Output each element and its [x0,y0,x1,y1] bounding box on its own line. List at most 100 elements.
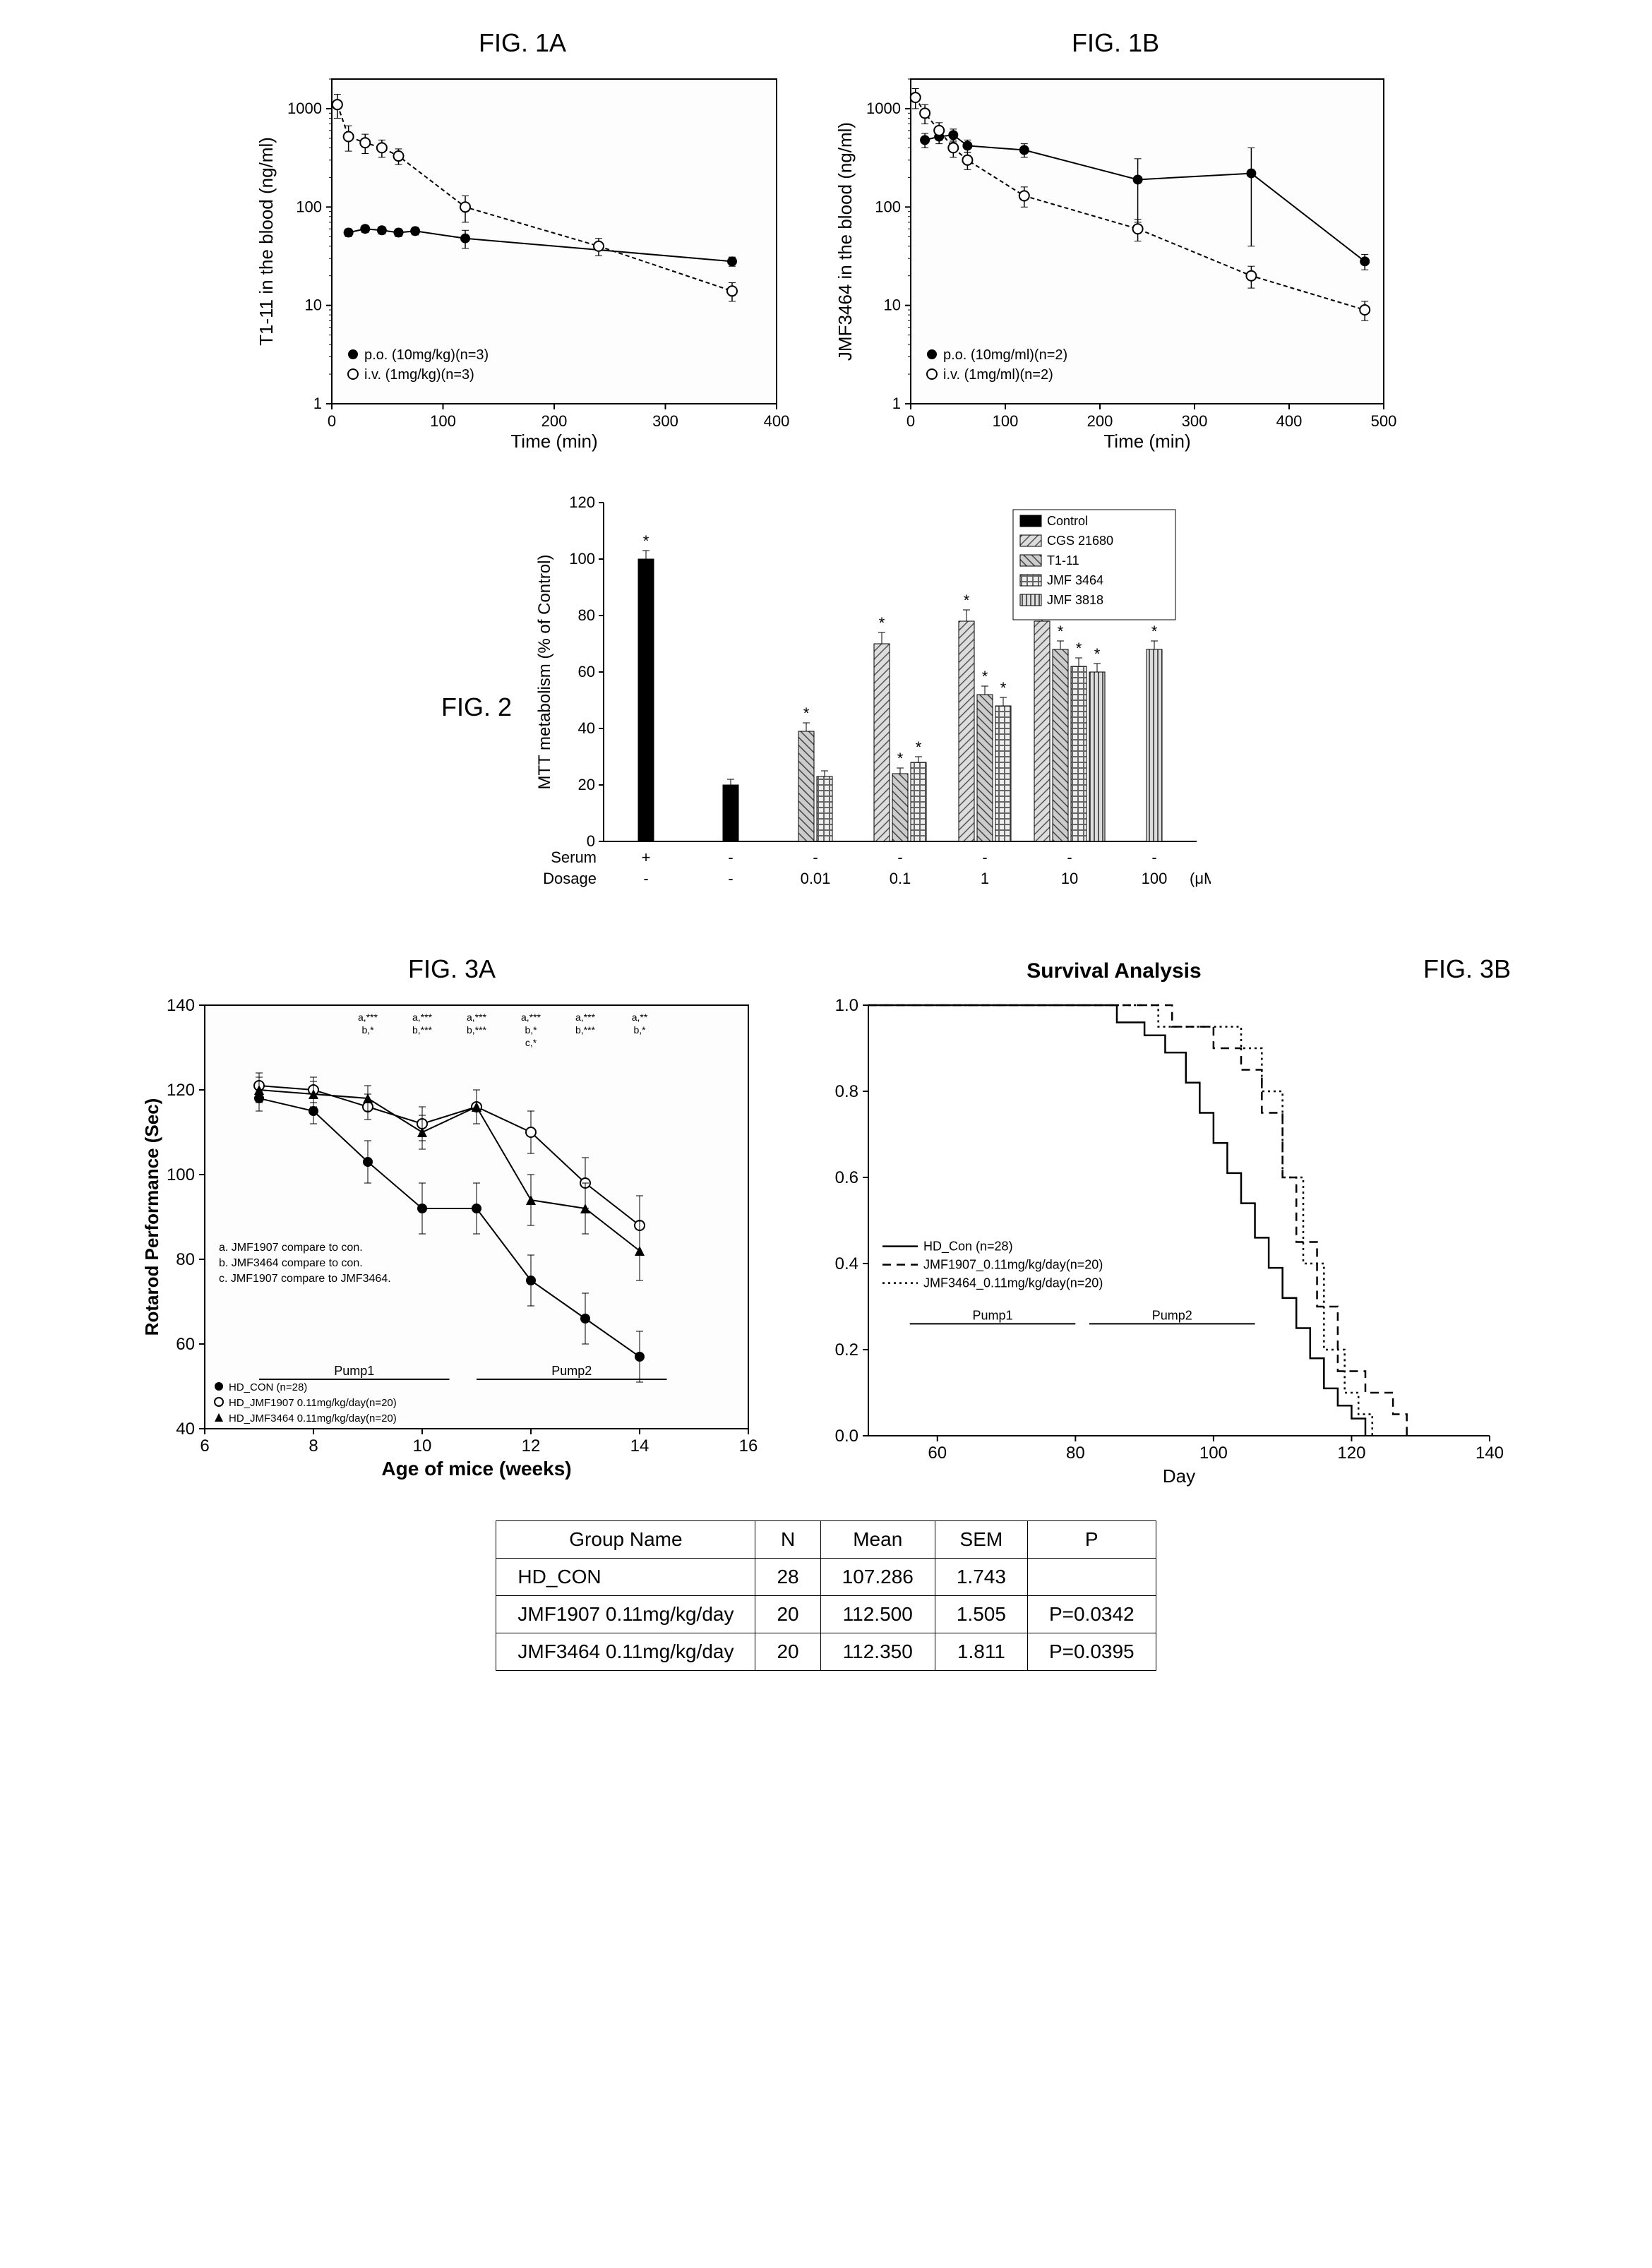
svg-text:b,***: b,*** [412,1024,433,1036]
svg-text:T1-11: T1-11 [1047,553,1079,568]
svg-text:1000: 1000 [287,100,322,117]
svg-text:Control: Control [1047,514,1088,528]
figure-3b: Survival Analysis FIG. 3B 60801001201400… [805,954,1511,1492]
svg-text:Day: Day [1163,1465,1195,1487]
svg-text:a,***: a,*** [358,1012,378,1023]
svg-text:HD_JMF1907 0.11mg/kg/day(n=20): HD_JMF1907 0.11mg/kg/day(n=20) [229,1397,397,1409]
svg-text:a,***: a,*** [521,1012,541,1023]
svg-text:100: 100 [993,412,1019,430]
svg-text:200: 200 [541,412,568,430]
svg-text:20: 20 [578,776,595,793]
svg-text:0: 0 [328,412,336,430]
svg-text:*: * [964,592,970,609]
table-cell [1027,1559,1156,1596]
table-cell: 1.811 [935,1633,1027,1671]
figure-3a: FIG. 3A 6810121416406080100120140Age of … [141,954,762,1485]
svg-text:10: 10 [884,296,901,314]
svg-text:0.0: 0.0 [835,1427,858,1446]
svg-text:100: 100 [1142,870,1168,887]
table-header: P [1027,1521,1156,1559]
fig3b-chart-title: Survival Analysis [805,959,1423,983]
table-cell: 112.500 [820,1596,935,1633]
svg-text:1: 1 [892,395,901,412]
survival-table: Group NameNMeanSEMP HD_CON28107.2861.743… [496,1520,1156,1671]
svg-text:14: 14 [630,1436,650,1456]
svg-text:HD_Con (n=28): HD_Con (n=28) [923,1240,1013,1254]
svg-text:-: - [1067,848,1072,866]
svg-text:JMF3464_0.11mg/kg/day(n=20): JMF3464_0.11mg/kg/day(n=20) [923,1276,1103,1291]
svg-text:400: 400 [1276,412,1303,430]
table-header: SEM [935,1521,1027,1559]
svg-text:0.01: 0.01 [801,870,831,887]
table-cell: JMF1907 0.11mg/kg/day [496,1596,755,1633]
svg-text:1000: 1000 [866,100,901,117]
svg-text:*: * [1000,679,1007,697]
svg-text:80: 80 [176,1250,195,1269]
figure-1a: FIG. 1A 01002003004001101001000Time (min… [254,28,791,460]
svg-text:80: 80 [578,606,595,624]
table-cell: 20 [755,1596,820,1633]
table-row: HD_CON28107.2861.743 [496,1559,1156,1596]
table-cell: 28 [755,1559,820,1596]
table-cell: P=0.0342 [1027,1596,1156,1633]
table-cell: 20 [755,1633,820,1671]
table-cell: JMF3464 0.11mg/kg/day [496,1633,755,1671]
table-cell: P=0.0395 [1027,1633,1156,1671]
svg-text:0.2: 0.2 [835,1340,858,1360]
svg-text:300: 300 [1182,412,1208,430]
svg-text:100: 100 [569,550,595,568]
svg-text:b,***: b,*** [575,1024,596,1036]
fig3a-chart: 6810121416406080100120140Age of mice (we… [141,991,762,1485]
svg-text:Pump2: Pump2 [1152,1308,1192,1322]
svg-text:CGS 21680: CGS 21680 [1047,534,1113,548]
svg-text:b,*: b,* [633,1024,646,1036]
svg-text:-: - [643,870,648,887]
svg-text:40: 40 [176,1420,195,1439]
svg-text:b,***: b,*** [467,1024,487,1036]
svg-text:60: 60 [176,1335,195,1354]
svg-text:*: * [897,750,904,767]
svg-text:6: 6 [200,1436,209,1456]
table-cell: 1.505 [935,1596,1027,1633]
svg-text:i.v. (1mg/ml)(n=2): i.v. (1mg/ml)(n=2) [943,367,1053,383]
table-row: JMF1907 0.11mg/kg/day20112.5001.505P=0.0… [496,1596,1156,1633]
fig3a-title: FIG. 3A [141,954,762,984]
svg-text:400: 400 [764,412,790,430]
svg-text:-: - [1151,848,1156,866]
svg-text:100: 100 [430,412,456,430]
svg-text:100: 100 [167,1165,195,1184]
fig2-chart: 020406080100120MTT metabolism (% of Cont… [533,488,1211,926]
svg-text:a. JMF1907 compare to con.: a. JMF1907 compare to con. [219,1242,363,1254]
svg-text:p.o. (10mg/kg)(n=3): p.o. (10mg/kg)(n=3) [364,347,489,363]
svg-text:200: 200 [1087,412,1113,430]
svg-text:10: 10 [1061,870,1078,887]
fig1b-chart: 01002003004005001101001000Time (min)JMF3… [833,65,1398,460]
table-cell: HD_CON [496,1559,755,1596]
table-cell: 112.350 [820,1633,935,1671]
svg-text:-: - [897,848,902,866]
svg-text:c. JMF1907 compare to JMF3464.: c. JMF1907 compare to JMF3464. [219,1273,391,1285]
table-header: Group Name [496,1521,755,1559]
table-cell: 1.743 [935,1559,1027,1596]
svg-text:Time (min): Time (min) [1103,431,1190,452]
svg-text:*: * [1058,623,1064,640]
svg-text:Pump2: Pump2 [551,1364,592,1378]
fig1b-title: FIG. 1B [833,28,1398,58]
svg-text:10: 10 [413,1436,432,1456]
fig3b-chart: 60801001201400.00.20.40.60.81.0DayHD_Con… [805,984,1511,1492]
svg-text:*: * [643,532,650,550]
svg-text:*: * [879,614,885,632]
svg-text:12: 12 [522,1436,541,1456]
svg-text:(μM): (μM) [1190,870,1211,887]
svg-text:JMF3464 in the blood (ng/ml): JMF3464 in the blood (ng/ml) [834,122,856,361]
svg-text:100: 100 [1199,1444,1228,1463]
figure-1b: FIG. 1B 01002003004005001101001000Time (… [833,28,1398,460]
svg-text:100: 100 [296,198,322,215]
svg-text:a,***: a,*** [575,1012,596,1023]
svg-text:0.4: 0.4 [835,1254,858,1273]
svg-text:JMF 3818: JMF 3818 [1047,593,1103,607]
svg-text:Pump1: Pump1 [972,1308,1012,1322]
fig1a-chart: 01002003004001101001000Time (min)T1-11 i… [254,65,791,460]
svg-text:140: 140 [167,996,195,1015]
svg-text:8: 8 [309,1436,318,1456]
